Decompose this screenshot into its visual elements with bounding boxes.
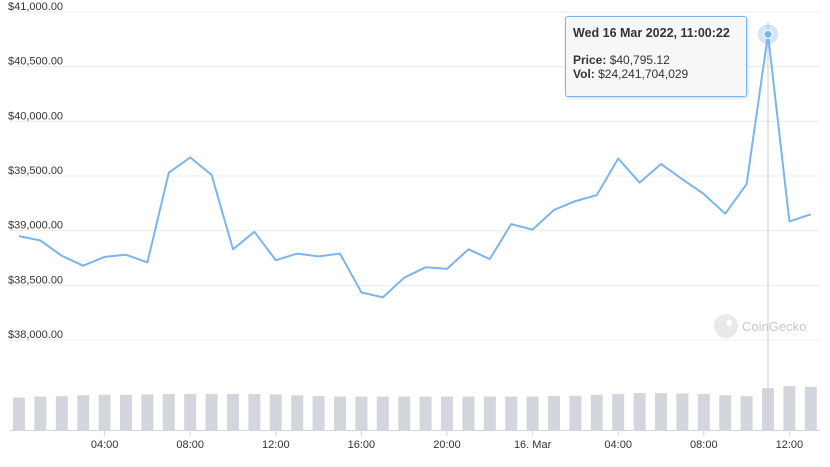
x-tick-label: 12:00 [776, 439, 804, 451]
volume-bar [355, 396, 368, 430]
coingecko-watermark: CoinGecko [714, 314, 806, 338]
y-tick-label: $39,500.00 [8, 165, 63, 177]
tooltip-vol-value: $24,241,704,029 [598, 67, 689, 81]
volume-bar [526, 396, 539, 430]
volume-bar [291, 395, 304, 430]
volume-bar [205, 393, 218, 430]
watermark-text: CoinGecko [742, 319, 806, 334]
price-line[interactable] [18, 33, 812, 299]
volume-bar [77, 395, 90, 430]
tooltip-date: Wed 16 Mar 2022, 11:00:22 [573, 26, 730, 40]
volume-bar [269, 394, 282, 430]
volume-bar [376, 396, 389, 430]
y-tick-label: $40,000.00 [8, 110, 63, 122]
price-tooltip: Wed 16 Mar 2022, 11:00:22 Price: $40,795… [565, 16, 747, 97]
volume-bar [334, 396, 346, 430]
volume-bar [34, 396, 47, 430]
tooltip-vol-row: Vol: $24,241,704,029 [573, 67, 739, 81]
volume-bar [184, 393, 197, 430]
y-tick-label: $38,500.00 [8, 274, 63, 286]
y-tick-label: $41,000.00 [8, 1, 63, 13]
volume-bar [162, 393, 175, 430]
volume-bar [227, 393, 239, 430]
y-axis-labels: $38,000.00 $38,500.00 $39,000.00 $39,500.00… [8, 1, 63, 341]
volume-bars [13, 386, 817, 430]
highlight-point[interactable] [763, 29, 773, 39]
volume-bar [655, 393, 667, 430]
y-tick-label: $40,500.00 [8, 56, 63, 68]
volume-bar [13, 397, 25, 430]
gecko-eye-icon [726, 320, 732, 326]
volume-bar [312, 396, 325, 430]
volume-bar [612, 393, 625, 430]
volume-bar [55, 396, 68, 430]
x-tick-label: 16:00 [348, 439, 376, 451]
gecko-logo-icon [714, 314, 738, 338]
volume-bar [462, 396, 475, 430]
x-tick-label: 12:00 [262, 439, 290, 451]
volume-bar [398, 396, 411, 430]
volume-bar [804, 386, 817, 430]
volume-bar [569, 395, 582, 430]
tooltip-vol-label: Vol: [573, 67, 595, 81]
grid-lines [10, 11, 820, 341]
volume-bar [633, 393, 646, 430]
volume-bar [419, 396, 432, 430]
volume-bar [98, 394, 111, 430]
x-tick-label: 08:00 [176, 439, 204, 451]
volume-bar [483, 396, 496, 430]
volume-bar [548, 396, 560, 430]
x-tick-label: 08:00 [690, 439, 718, 451]
volume-bar [783, 386, 796, 430]
y-tick-label: $39,000.00 [8, 220, 63, 232]
volume-bar [441, 396, 453, 430]
x-axis-ticks [104, 430, 790, 436]
x-axis-labels: 04:00 08:00 12:00 16:00 20:00 16. Mar 04:00 08:… [91, 439, 803, 451]
y-tick-label: $38,000.00 [8, 329, 63, 341]
volume-bar [141, 394, 154, 430]
x-tick-label: 20:00 [433, 439, 461, 451]
x-tick-label: 04:00 [91, 439, 119, 451]
tooltip-price-row: Price: $40,795.12 [573, 53, 739, 67]
volume-bar [505, 396, 518, 430]
volume-bar [676, 393, 689, 430]
tooltip-price-label: Price: [573, 53, 607, 67]
volume-bar [740, 396, 753, 430]
tooltip-price-value: $40,795.12 [609, 53, 670, 67]
volume-bar [590, 394, 603, 430]
volume-bar [697, 393, 710, 430]
volume-bar [120, 394, 132, 430]
volume-bar [248, 393, 261, 430]
x-tick-label: 16. Mar [514, 439, 552, 451]
volume-bar [719, 395, 732, 430]
x-tick-label: 04:00 [604, 439, 632, 451]
